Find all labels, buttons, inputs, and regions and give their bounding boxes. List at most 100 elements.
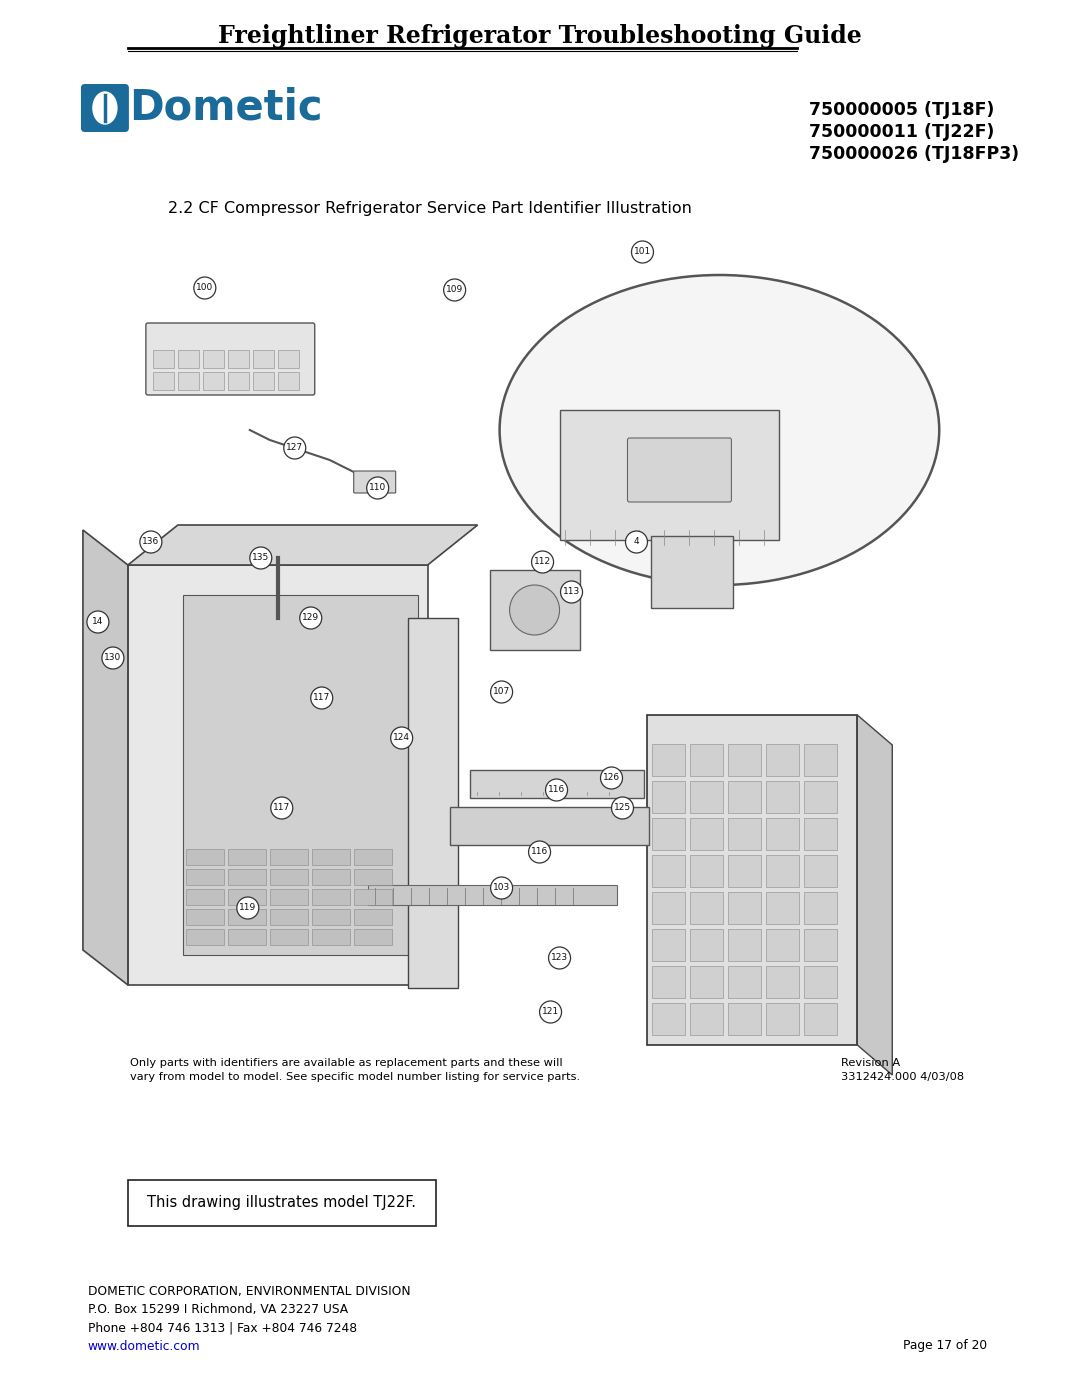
Bar bbox=[767, 965, 799, 997]
Bar bbox=[228, 849, 266, 865]
Text: P.O. Box 15299 I Richmond, VA 23227 USA: P.O. Box 15299 I Richmond, VA 23227 USA bbox=[87, 1303, 348, 1316]
FancyBboxPatch shape bbox=[146, 323, 314, 395]
Text: Page 17 of 20: Page 17 of 20 bbox=[903, 1340, 987, 1352]
Bar bbox=[652, 781, 686, 813]
Bar bbox=[270, 909, 308, 925]
Text: 119: 119 bbox=[239, 904, 256, 912]
Bar bbox=[805, 745, 837, 775]
Text: Phone +804 746 1313 | Fax +804 746 7248: Phone +804 746 1313 | Fax +804 746 7248 bbox=[87, 1322, 357, 1334]
Bar bbox=[690, 893, 724, 923]
FancyBboxPatch shape bbox=[651, 536, 733, 608]
Text: www.dometic.com: www.dometic.com bbox=[87, 1340, 201, 1352]
FancyBboxPatch shape bbox=[489, 570, 580, 650]
FancyBboxPatch shape bbox=[449, 807, 649, 845]
Bar bbox=[270, 849, 308, 865]
Text: 2.2 CF Compressor Refrigerator Service Part Identifier Illustration: 2.2 CF Compressor Refrigerator Service P… bbox=[167, 201, 691, 215]
Bar bbox=[652, 855, 686, 887]
Circle shape bbox=[625, 531, 648, 553]
Bar bbox=[767, 929, 799, 961]
Polygon shape bbox=[83, 529, 127, 985]
Text: 109: 109 bbox=[446, 285, 463, 295]
Bar bbox=[690, 1003, 724, 1035]
FancyBboxPatch shape bbox=[559, 409, 780, 541]
Bar bbox=[728, 893, 761, 923]
Bar bbox=[270, 869, 308, 886]
Circle shape bbox=[545, 780, 567, 800]
Bar bbox=[728, 1003, 761, 1035]
Bar bbox=[767, 893, 799, 923]
Bar bbox=[228, 351, 248, 367]
Text: 117: 117 bbox=[273, 803, 291, 813]
Circle shape bbox=[549, 947, 570, 970]
FancyBboxPatch shape bbox=[470, 770, 645, 798]
Bar bbox=[203, 372, 224, 390]
Bar bbox=[253, 351, 273, 367]
Text: Dometic: Dometic bbox=[129, 87, 323, 129]
Circle shape bbox=[490, 877, 513, 900]
FancyBboxPatch shape bbox=[367, 886, 618, 905]
Circle shape bbox=[490, 680, 513, 703]
Circle shape bbox=[510, 585, 559, 636]
Ellipse shape bbox=[500, 275, 940, 585]
Bar bbox=[354, 888, 392, 905]
FancyBboxPatch shape bbox=[407, 617, 458, 988]
Text: 103: 103 bbox=[492, 883, 510, 893]
Text: Freightliner Refrigerator Troubleshooting Guide: Freightliner Refrigerator Troubleshootin… bbox=[218, 24, 862, 47]
Bar bbox=[312, 888, 350, 905]
Text: 107: 107 bbox=[492, 687, 510, 697]
Bar bbox=[228, 888, 266, 905]
Bar bbox=[253, 372, 273, 390]
Circle shape bbox=[284, 437, 306, 460]
Bar bbox=[186, 909, 224, 925]
Circle shape bbox=[611, 798, 634, 819]
Text: 4: 4 bbox=[634, 538, 639, 546]
Bar bbox=[690, 781, 724, 813]
Circle shape bbox=[86, 610, 109, 633]
Bar bbox=[354, 929, 392, 944]
Bar bbox=[354, 909, 392, 925]
Bar bbox=[690, 929, 724, 961]
Bar bbox=[728, 819, 761, 849]
Circle shape bbox=[311, 687, 333, 710]
Text: This drawing illustrates model TJ22F.: This drawing illustrates model TJ22F. bbox=[147, 1196, 416, 1210]
Bar bbox=[690, 965, 724, 997]
Text: 121: 121 bbox=[542, 1007, 559, 1017]
Bar bbox=[805, 1003, 837, 1035]
Bar bbox=[728, 855, 761, 887]
Text: 129: 129 bbox=[302, 613, 320, 623]
FancyBboxPatch shape bbox=[354, 471, 395, 493]
Text: 125: 125 bbox=[613, 803, 631, 813]
Bar bbox=[652, 1003, 686, 1035]
Bar bbox=[183, 595, 418, 956]
Bar bbox=[652, 893, 686, 923]
FancyBboxPatch shape bbox=[81, 84, 129, 131]
Bar bbox=[767, 745, 799, 775]
Text: 136: 136 bbox=[143, 538, 160, 546]
Bar bbox=[228, 929, 266, 944]
FancyBboxPatch shape bbox=[648, 715, 858, 1045]
Text: 750000011 (TJ22F): 750000011 (TJ22F) bbox=[809, 123, 995, 141]
Text: 14: 14 bbox=[92, 617, 104, 626]
Circle shape bbox=[140, 531, 162, 553]
Bar bbox=[652, 745, 686, 775]
Bar bbox=[186, 929, 224, 944]
Text: 116: 116 bbox=[548, 785, 565, 795]
Text: Revision A
3312424.000 4/03/08: Revision A 3312424.000 4/03/08 bbox=[841, 1058, 964, 1083]
Text: 750000005 (TJ18F): 750000005 (TJ18F) bbox=[809, 101, 995, 119]
Bar bbox=[805, 965, 837, 997]
Bar bbox=[767, 819, 799, 849]
Text: 101: 101 bbox=[634, 247, 651, 257]
Circle shape bbox=[391, 726, 413, 749]
Bar bbox=[228, 372, 248, 390]
Circle shape bbox=[367, 476, 389, 499]
Polygon shape bbox=[127, 525, 477, 564]
Bar bbox=[767, 1003, 799, 1035]
Polygon shape bbox=[858, 715, 892, 1076]
Bar bbox=[690, 855, 724, 887]
Circle shape bbox=[540, 1002, 562, 1023]
Bar bbox=[728, 781, 761, 813]
Bar bbox=[805, 819, 837, 849]
Bar bbox=[652, 965, 686, 997]
Bar bbox=[312, 909, 350, 925]
Bar bbox=[690, 819, 724, 849]
